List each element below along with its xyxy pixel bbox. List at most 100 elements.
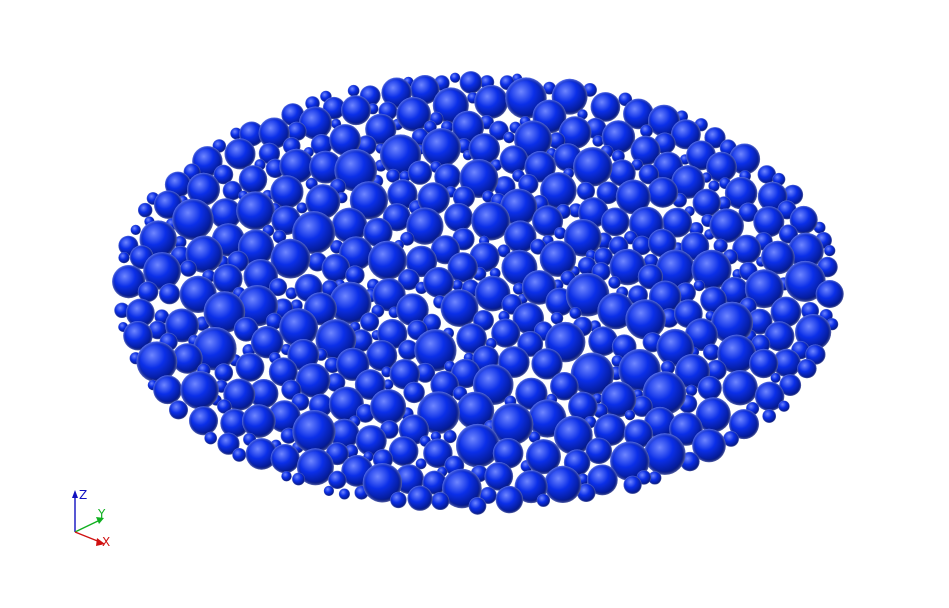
particle-sphere-rim [396,96,431,132]
particle-sphere-rim [366,340,398,372]
particle-sphere-rim [362,463,403,503]
particle-sphere-rim [732,234,762,264]
x-axis-arrowhead [96,538,105,546]
particle-sphere-rim [550,372,579,401]
particle-sphere-rim [415,362,436,383]
particle-sphere-rim [407,485,433,511]
particle-sphere-rim [671,119,701,150]
particle-sphere-rim [451,358,481,389]
particle-sphere-rim [471,201,511,241]
particle-sphere-rim [577,109,588,120]
particle-sphere-rim [685,384,698,397]
particle-sphere-rim [334,149,378,192]
orientation-axes-widget[interactable]: Z Y X [62,486,122,552]
particle-sphere-rim [693,280,705,292]
particle-sphere-rim [173,235,187,249]
particle-sphere-rim [269,278,288,297]
particle-sphere-rim [724,176,758,210]
particle-sphere-rim [258,117,290,149]
particle-sphere-rim [729,143,761,175]
particle-sphere-rim [491,318,521,348]
particle-sphere-rim [609,248,646,286]
particle-sphere-rim [270,444,300,474]
particle-sphere-rim [329,418,360,449]
particle-sphere-rim [268,400,301,433]
particle-sphere-rim [570,352,615,396]
particle-sphere-rim [623,98,654,130]
particle-sphere-rim [569,307,582,319]
particle-sphere-rim [159,283,180,305]
particle-sphere-rim [779,374,802,396]
particle-sphere-rim [251,326,284,359]
particle-sphere-rim [386,168,400,183]
particle-sphere-rim [389,359,420,390]
particle-sphere-rim [292,472,305,486]
particle-sphere-rim [243,259,278,294]
x-axis-label: X [102,535,110,549]
particle-sphere-rim [720,276,749,305]
particle-sphere-rim [644,433,686,475]
y-axis-arrowhead [96,517,104,524]
particle-sphere-rim [495,485,524,514]
particle-sphere-rim [706,359,727,381]
particle-sphere-rim [410,75,440,105]
particle-sphere-rim [287,121,307,141]
particle-sphere-rim [450,72,461,83]
particle-sphere-rim [525,439,561,475]
particle-sphere-rim [407,160,432,185]
particle-sphere-rim [789,205,818,234]
particle-sphere-rim [268,357,298,387]
particle-sphere-rim [338,488,350,500]
particle-sphere-rim [797,358,817,379]
particle-sphere-rim [573,147,613,187]
particle-sphere-rim [778,400,790,412]
particle-sphere-rim [655,249,696,290]
particle-sphere-rim [722,370,758,406]
particle-sphere-rim [279,148,314,184]
particle-sphere-rim [370,389,407,425]
particle-sphere-rim [532,205,564,237]
particle-sphere-rim [222,180,243,201]
particle-sphere-rim [296,448,334,486]
particle-sphere-rim [365,113,397,145]
particle-sphere-rim [423,267,454,298]
particle-sphere-rim [492,438,524,469]
particle-sphere-rim [624,409,636,421]
particle-sphere-rim [757,165,776,184]
particle-sphere-rim [630,135,661,166]
particle-sphere-rim [265,312,283,330]
particle-sphere-rim [423,438,453,468]
particle-sphere-rim [214,363,234,383]
particle-sphere-rim [711,301,754,344]
particle-sphere-rim [341,95,371,126]
particle-sphere-rim [761,240,795,275]
particle-sphere-rim [180,260,197,277]
particle-sphere-rim [474,275,511,312]
particle-sphere-rim [189,406,218,436]
particle-sphere-rim [638,164,659,185]
particle-sphere-rim [553,415,593,455]
particle-sphere-rim [770,296,802,328]
particle-sphere-rim [518,174,539,195]
particle-sphere-rim [550,312,564,325]
particle-sphere-rim [597,292,635,330]
particle-sphere-rim [249,379,279,409]
particle-sphere-rim [660,360,676,375]
particle-sphere-rim [223,378,256,411]
particle-sphere-rim [329,124,361,156]
particle-sphere-rim [187,172,220,206]
particle-sphere-rim [245,438,278,470]
particle-sphere-rim [118,252,130,264]
particle-sphere-rim [329,281,372,324]
particle-sphere-rim [422,470,447,495]
particle-sphere-rim [692,428,726,463]
particle-sphere-rim [640,124,653,138]
particle-sphere-rim [503,131,515,144]
particle-sphere-rim [499,145,529,174]
particle-sphere-rim [137,281,159,302]
particle-sphere-rim [123,321,153,351]
particle-sphere-rim [217,432,240,455]
particle-sphere-rim [169,400,188,420]
particle-sphere-rim [468,497,487,515]
